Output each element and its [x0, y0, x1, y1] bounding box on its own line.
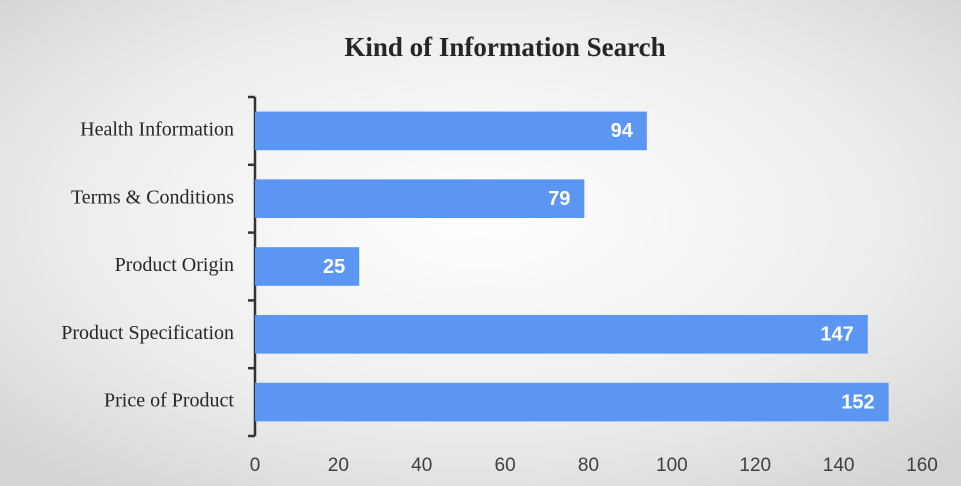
bar — [255, 382, 889, 422]
x-tick-label: 140 — [823, 455, 855, 476]
y-tick-label: Health Information — [80, 118, 234, 140]
data-label: 94 — [611, 120, 634, 142]
y-tick-label: Product Origin — [115, 254, 234, 276]
data-label: 147 — [820, 324, 853, 346]
x-tick-label: 120 — [739, 455, 771, 476]
x-tick-label: 40 — [411, 455, 432, 476]
x-tick-label: 100 — [656, 455, 688, 476]
x-tick-label: 80 — [578, 455, 599, 476]
bar — [255, 179, 585, 219]
x-tick-label: 60 — [495, 455, 516, 476]
x-tick-label: 0 — [250, 455, 261, 476]
y-tick-label: Terms & Conditions — [71, 186, 234, 208]
data-label: 79 — [548, 188, 570, 210]
chart-title: Kind of Information Search — [344, 32, 665, 62]
y-tick-label: Price of Product — [104, 390, 234, 412]
y-tick-label: Product Specification — [61, 322, 234, 344]
bar — [255, 247, 360, 286]
bar — [255, 314, 868, 354]
data-label: 152 — [841, 391, 874, 413]
x-tick-label: 160 — [906, 455, 938, 476]
x-tick-label: 20 — [328, 455, 349, 476]
bar — [255, 111, 647, 151]
data-label: 25 — [323, 256, 345, 278]
